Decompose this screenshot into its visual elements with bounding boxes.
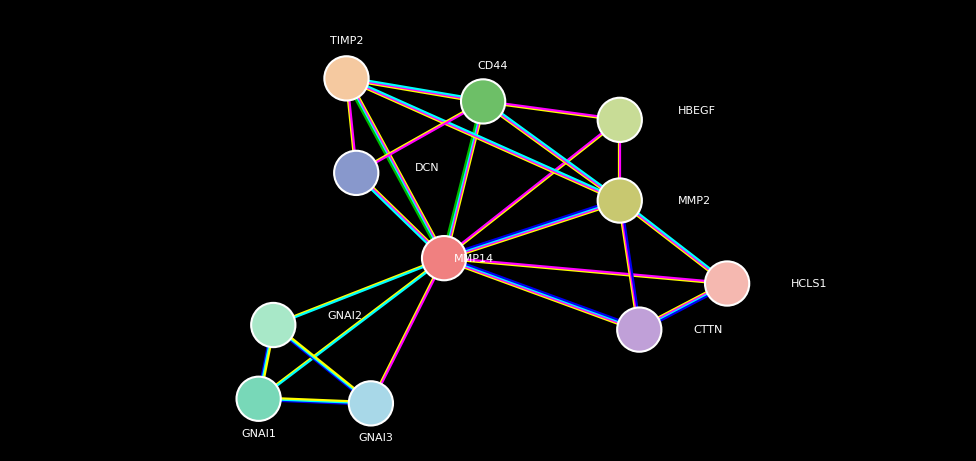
Text: CTTN: CTTN (693, 325, 722, 335)
Text: HCLS1: HCLS1 (791, 278, 827, 289)
Text: TIMP2: TIMP2 (330, 36, 363, 46)
Text: CD44: CD44 (477, 61, 508, 71)
Ellipse shape (422, 236, 467, 280)
Ellipse shape (324, 56, 369, 100)
Text: MMP14: MMP14 (454, 254, 494, 264)
Text: MMP2: MMP2 (678, 195, 712, 206)
Ellipse shape (461, 79, 506, 124)
Text: GNAI1: GNAI1 (241, 429, 276, 439)
Ellipse shape (597, 178, 642, 223)
Ellipse shape (348, 381, 393, 426)
Ellipse shape (236, 377, 281, 421)
Text: HBEGF: HBEGF (678, 106, 716, 116)
Text: DCN: DCN (415, 163, 439, 173)
Ellipse shape (334, 151, 379, 195)
Ellipse shape (617, 307, 662, 352)
Ellipse shape (597, 98, 642, 142)
Ellipse shape (705, 261, 750, 306)
Text: GNAI2: GNAI2 (327, 311, 362, 321)
Text: GNAI3: GNAI3 (358, 433, 393, 443)
Ellipse shape (251, 303, 296, 347)
